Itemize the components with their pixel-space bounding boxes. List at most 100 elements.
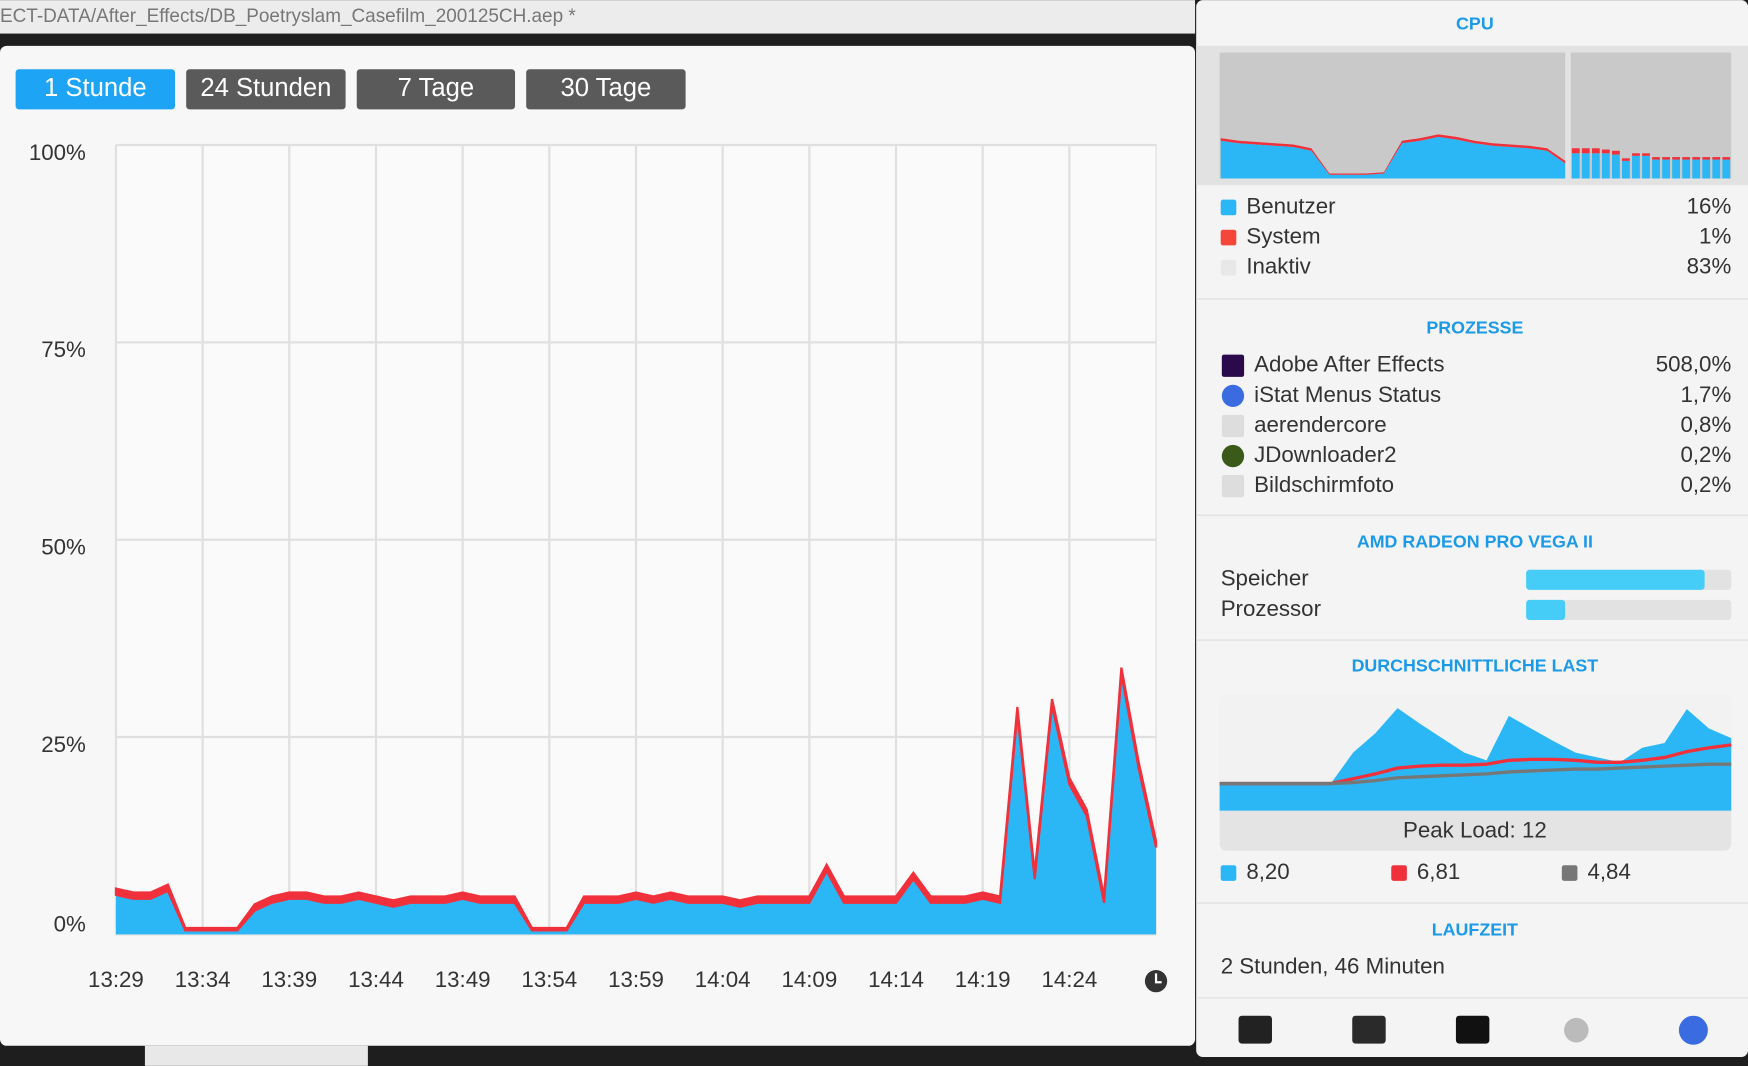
terminal-icon[interactable] [1455, 1015, 1490, 1044]
core-bar [1642, 155, 1650, 179]
core-bar [1601, 149, 1610, 154]
console-icon[interactable] [1352, 1015, 1386, 1044]
process-value: 0,8% [1680, 412, 1731, 437]
legend-label: Benutzer [1246, 193, 1336, 218]
gpu-label: Speicher [1221, 566, 1310, 591]
core-bar [1672, 157, 1680, 160]
tab-label: 30 Tage [561, 74, 652, 102]
bar-track [1526, 599, 1732, 620]
core-bar [1601, 153, 1610, 179]
legend-value: 6,81 [1417, 859, 1460, 884]
x-tick-label: 13:44 [348, 967, 404, 992]
process-name: aerendercore [1254, 412, 1387, 437]
x-tick-label: 13:59 [608, 967, 664, 992]
section-title: AMD RADEON PRO VEGA II [1357, 532, 1593, 552]
toolbar-icons [1238, 1015, 1708, 1045]
core-bar [1571, 153, 1580, 179]
legend-value: 83% [1687, 254, 1732, 279]
process-name: Adobe After Effects [1254, 352, 1444, 377]
process-value: 0,2% [1680, 442, 1731, 467]
legend-value: 8,20 [1246, 859, 1289, 884]
tab[interactable] [526, 69, 686, 110]
sidebar-content: Benutzer 16% System 1% Inaktiv 83% Adobe After… [1219, 52, 1732, 884]
istat-icon[interactable] [1678, 1015, 1708, 1045]
y-tick-label: 75% [41, 337, 86, 362]
process-icon [1221, 354, 1245, 377]
core-bar [1682, 159, 1691, 179]
legend-swatch [1391, 865, 1407, 881]
core-bar [1692, 159, 1701, 179]
y-tick-label: 100% [29, 140, 86, 165]
process-icon [1221, 475, 1245, 498]
tabs: 1 Stunde 24 Stunden 7 Tage 30 Tage [15, 69, 686, 110]
section-title: DURCHSCHNITTLICHE LAST [1352, 655, 1599, 675]
legend-swatch [1220, 229, 1237, 246]
activity-icon[interactable] [1238, 1015, 1272, 1044]
legend-swatch [1220, 199, 1237, 216]
x-tick-label: 13:29 [88, 967, 144, 992]
bar [1526, 569, 1705, 590]
uptime: 2 Stunden, 46 Minuten [1221, 954, 1445, 979]
core-bar [1672, 159, 1680, 179]
legend-value: 1% [1699, 223, 1731, 248]
x-tick-label: 14:04 [695, 967, 751, 992]
core-bar [1702, 157, 1711, 160]
core-bar [1662, 159, 1670, 179]
tab-label: 7 Tage [398, 74, 474, 102]
core-bar [1611, 150, 1620, 155]
tab-label: 1 Stunde [44, 74, 147, 102]
process-name: iStat Menus Status [1254, 382, 1441, 407]
core-bar [1652, 159, 1660, 179]
core-bar [1581, 148, 1590, 154]
area [1220, 136, 1566, 179]
section-title: PROZESSE [1426, 318, 1523, 338]
core-bar [1722, 159, 1731, 179]
x-tick-label: 14:09 [781, 967, 837, 992]
tab[interactable] [186, 69, 346, 110]
y-tick-label: 0% [54, 911, 86, 936]
tab[interactable] [356, 69, 516, 110]
legend-label: System [1246, 223, 1320, 248]
legend-value: 16% [1687, 193, 1732, 218]
core-bar [1722, 157, 1731, 160]
gpu-label: Prozessor [1221, 596, 1322, 621]
area [115, 673, 1157, 935]
core-bar [1712, 159, 1721, 179]
core-bar [1712, 157, 1721, 160]
x-tick-label: 13:39 [261, 967, 317, 992]
legend-label: Inaktiv [1246, 254, 1311, 279]
core-bar [1652, 157, 1660, 160]
section-title: LAUFZEIT [1432, 920, 1518, 940]
process-value: 1,7% [1680, 382, 1731, 407]
core-bar [1622, 160, 1630, 179]
utility-icon[interactable] [1564, 1017, 1589, 1043]
bar [1526, 599, 1566, 620]
core-bar [1662, 157, 1670, 160]
tab-label: 24 Stunden [200, 74, 331, 102]
history-chart: 0% 25% 50% 75% 100% 13:29 13:34 13:39 13:44 13:49… [29, 140, 1158, 992]
legend-swatch [1220, 259, 1237, 276]
tab[interactable] [15, 69, 176, 110]
window-title: ECT-DATA/After_Effects/DB_Poetryslam_Cas… [0, 6, 576, 27]
y-tick-label: 50% [41, 534, 86, 559]
process-value: 508,0% [1656, 352, 1732, 377]
core-bar [1591, 153, 1600, 179]
y-tick-label: 25% [41, 732, 86, 757]
background-window [144, 1045, 368, 1066]
core-bar [1702, 159, 1711, 179]
core-bar [1642, 153, 1650, 156]
core-bar [1632, 155, 1640, 179]
legend-value: 4,84 [1587, 859, 1630, 884]
process-value: 0,2% [1680, 472, 1731, 497]
legend-swatch [1561, 865, 1578, 881]
clock-icon [1144, 970, 1168, 993]
x-tick-label: 14:14 [868, 967, 924, 992]
core-bar [1622, 158, 1630, 161]
process-name: Bildschirmfoto [1254, 472, 1394, 497]
core-bar [1682, 157, 1691, 160]
process-icon [1221, 384, 1245, 408]
x-tick-label: 14:24 [1041, 967, 1097, 992]
process-name: JDownloader2 [1254, 442, 1396, 467]
